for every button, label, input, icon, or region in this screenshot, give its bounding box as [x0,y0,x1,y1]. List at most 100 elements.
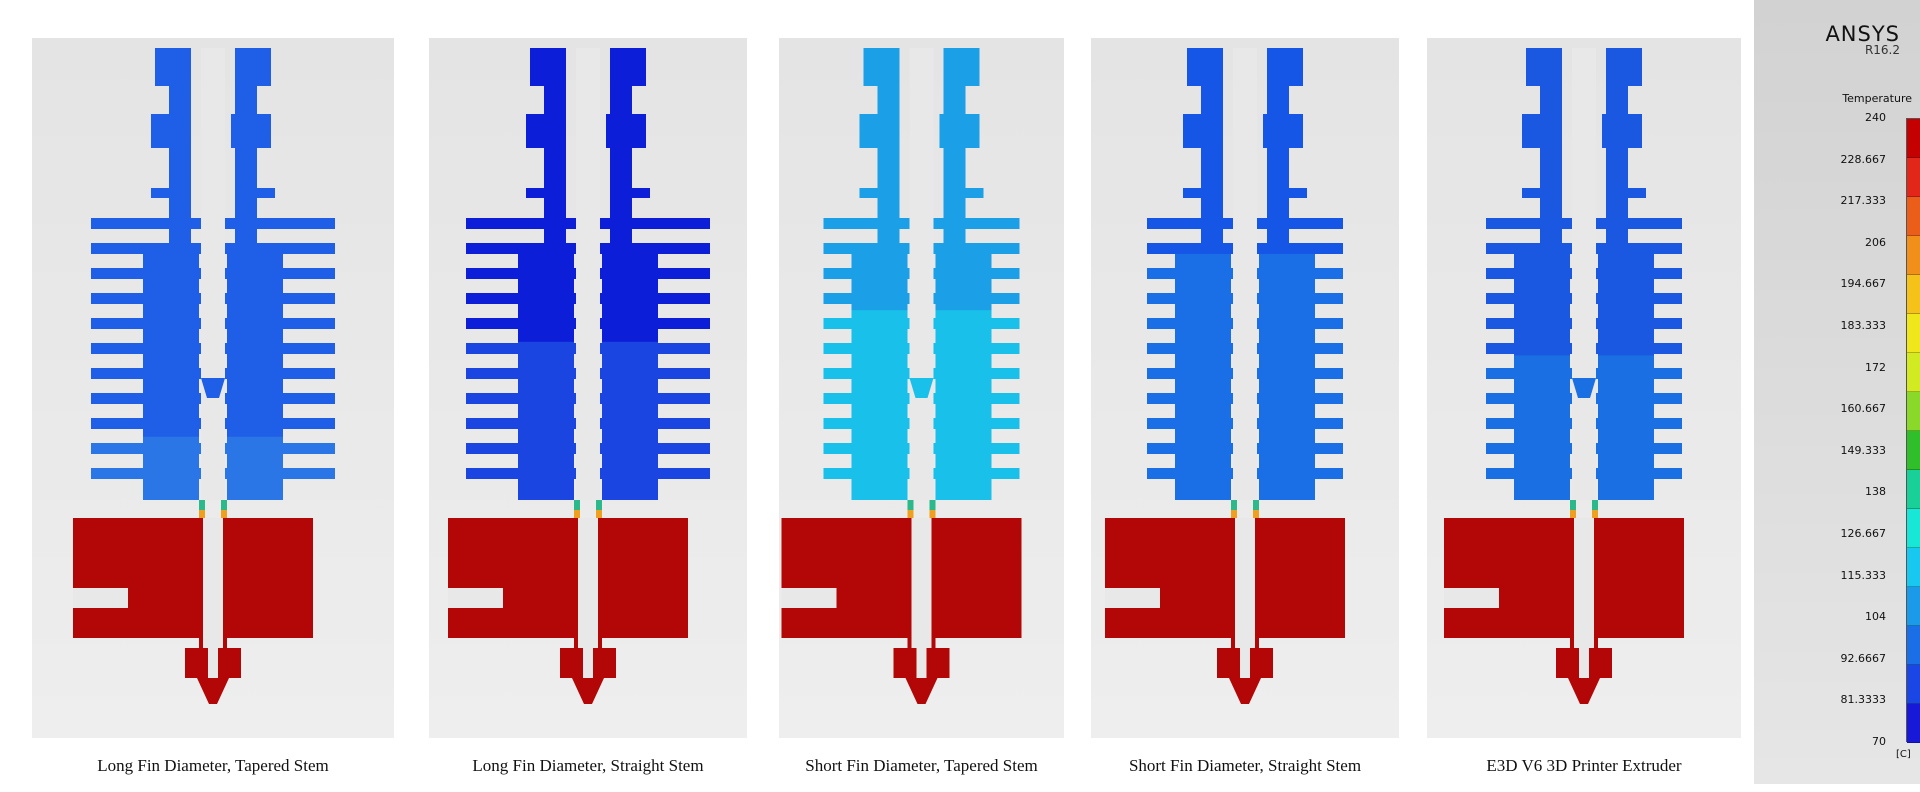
heatsink-neck [877,86,900,114]
legend-title: Temperature [1842,92,1912,105]
heatsink-neck [1267,86,1289,114]
heatsink-neck [1540,86,1562,114]
nozzle-wall [199,518,203,668]
heatsink-fin [1596,343,1682,354]
heatsink-mid-block [939,114,980,148]
heatsink-fin [225,368,335,379]
heater-block [1444,518,1644,638]
heatsink-fin [823,243,910,254]
heatsink-short-fin [1522,188,1546,198]
heater-block-side [981,518,1022,638]
heatsink-fin [823,268,910,279]
simulation-panel-2 [429,38,747,738]
nozzle-bore [208,648,218,688]
heatsink-top-block [610,48,646,86]
extruder-thermal-plot [73,48,335,704]
heatsink-mid-block [526,114,566,148]
heat-break-transition [596,510,602,520]
color-band [1907,236,1920,275]
heatsink-fin [823,393,910,404]
heatsink-fin [225,343,335,354]
heat-break-transition [596,500,602,518]
color-band [1907,314,1920,353]
heatsink-short-fin [626,188,650,198]
heatsink-neck [235,86,257,114]
heatsink-fin [91,343,201,354]
heatsink-fin [91,268,201,279]
heatsink-fin [225,318,335,329]
heatsink-top-block [1526,48,1562,86]
nozzle-wall [907,518,912,668]
heatsink-fin [933,293,1020,304]
heatsink-top-block [863,48,900,86]
legend-tick-label: 240 [1865,111,1886,124]
heat-break-transition [907,500,914,518]
heat-break-transition [221,500,227,518]
heatsink-fin [1147,268,1233,279]
heatsink-fin [823,343,910,354]
heatsink-fin [1257,293,1343,304]
nozzle-tip [197,678,229,704]
legend-tick-label: 160.667 [1840,402,1887,416]
heatsink-fin [91,368,201,379]
heatsink-fin [225,293,335,304]
heatsink-fin [1257,243,1343,254]
heatsink-fin [225,393,335,404]
thermistor-slot [1444,588,1499,608]
heatsink-neck [1201,86,1223,114]
heatsink-fin [91,243,201,254]
heatsink-fin [823,318,910,329]
heatsink-top-block [155,48,191,86]
heatsink-fin [1486,443,1572,454]
heatsink-fin [91,218,201,229]
thermistor-slot [73,588,128,608]
heatsink-fin [91,293,201,304]
filament-path [1574,518,1594,668]
heat-break-bore [909,48,934,500]
extruder-thermal-plot [781,48,1022,704]
heatsink-top-block [943,48,980,86]
heatsink-fin [466,368,576,379]
heatsink-fin [225,468,335,479]
color-band [1907,275,1920,314]
heatsink-fin [1596,443,1682,454]
panel-caption-1: Long Fin Diameter, Tapered Stem [97,756,329,775]
simulation-panel-3 [779,38,1064,738]
heatsink-mid-block [1522,114,1562,148]
heatsink-fin [1147,468,1233,479]
heatsink-fin [1486,468,1572,479]
nozzle-wall [1594,518,1598,668]
heatsink-top-block [530,48,566,86]
heater-block-side [648,518,688,638]
heat-break-transition [1231,510,1237,520]
heatsink-fin [823,368,910,379]
color-band [1907,470,1920,509]
ansys-logo: ANSYS [1825,22,1900,46]
heatsink-fin [1486,243,1572,254]
heatsink-fin [225,443,335,454]
heatsink-fin [1257,268,1343,279]
heatsink-short-fin [859,188,884,198]
nozzle-wall [223,518,227,668]
heatsink-fin [466,318,576,329]
heat-break-transition [907,510,914,520]
heat-break-transition [1570,500,1576,518]
heatsink-fin [1596,468,1682,479]
nozzle-wall [598,518,602,668]
heatsink-fin [600,293,710,304]
heatsink-fin [600,418,710,429]
nozzle-tip [1229,678,1261,704]
heatsink-fin [466,243,576,254]
heatsink-mid-block [859,114,900,148]
heatsink-fin [933,368,1020,379]
heatsink-fin [600,393,710,404]
color-band [1907,353,1920,392]
nozzle-bore [916,648,927,688]
heatsink-fin [600,268,710,279]
heatsink-neck [943,86,966,114]
panel-caption-4: Short Fin Diameter, Straight Stem [1128,756,1362,775]
heat-break-transition [1570,510,1576,520]
heatsink-fin [1257,218,1343,229]
extruder-thermal-plot [1444,48,1684,704]
heatsink-short-fin [1183,188,1207,198]
